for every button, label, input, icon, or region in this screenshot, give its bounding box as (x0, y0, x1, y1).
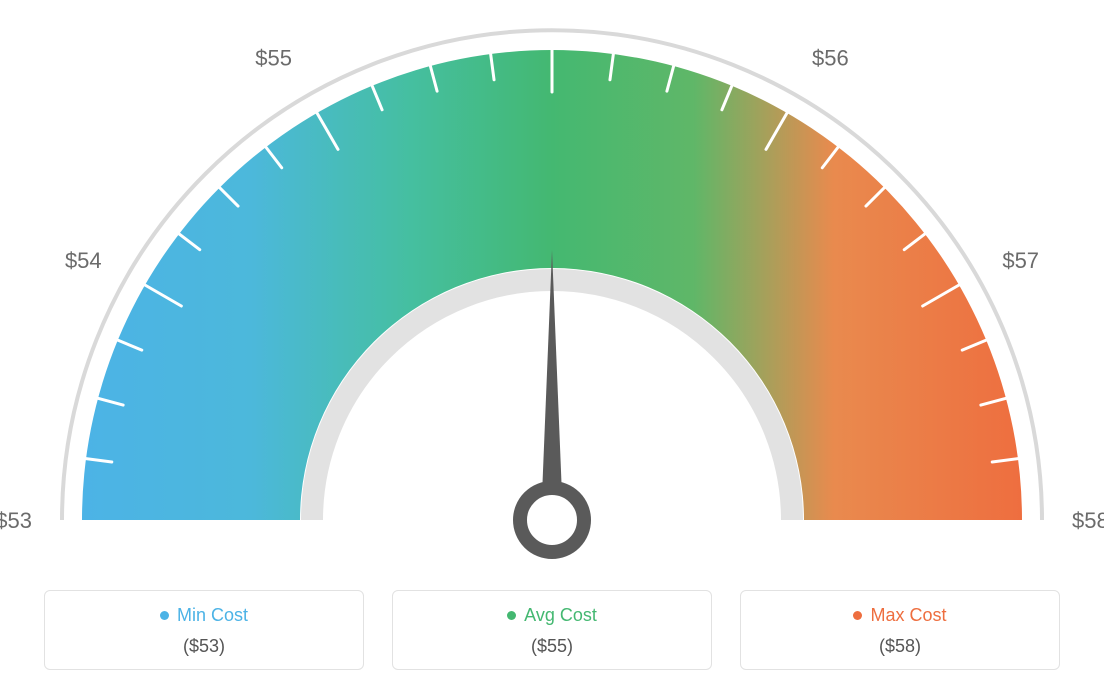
legend-label-avg: Avg Cost (524, 605, 597, 626)
legend-title-max: Max Cost (853, 605, 946, 626)
svg-text:$54: $54 (65, 248, 102, 273)
legend-card-min: Min Cost ($53) (44, 590, 364, 670)
svg-text:$55: $55 (534, 0, 571, 1)
svg-text:$56: $56 (812, 46, 849, 71)
gauge-chart-container: $53 $54 $55 $55 $56 $57 $58 Min Cost ($53) Avg… (0, 0, 1104, 690)
legend-label-min: Min Cost (177, 605, 248, 626)
legend-value-min: ($53) (45, 636, 363, 657)
legend-title-min: Min Cost (160, 605, 248, 626)
legend-value-max: ($58) (741, 636, 1059, 657)
legend-dot-min (160, 611, 169, 620)
legend-dot-max (853, 611, 862, 620)
gauge-svg: $53 $54 $55 $55 $56 $57 $58 (0, 0, 1104, 560)
svg-text:$53: $53 (0, 508, 32, 533)
legend-label-max: Max Cost (870, 605, 946, 626)
legend-card-avg: Avg Cost ($55) (392, 590, 712, 670)
legend-row: Min Cost ($53) Avg Cost ($55) Max Cost (… (0, 590, 1104, 670)
legend-card-max: Max Cost ($58) (740, 590, 1060, 670)
legend-dot-avg (507, 611, 516, 620)
svg-text:$58: $58 (1072, 508, 1104, 533)
svg-text:$55: $55 (255, 46, 292, 71)
legend-title-avg: Avg Cost (507, 605, 597, 626)
svg-text:$57: $57 (1002, 248, 1039, 273)
legend-value-avg: ($55) (393, 636, 711, 657)
gauge-area: $53 $54 $55 $55 $56 $57 $58 (0, 0, 1104, 560)
